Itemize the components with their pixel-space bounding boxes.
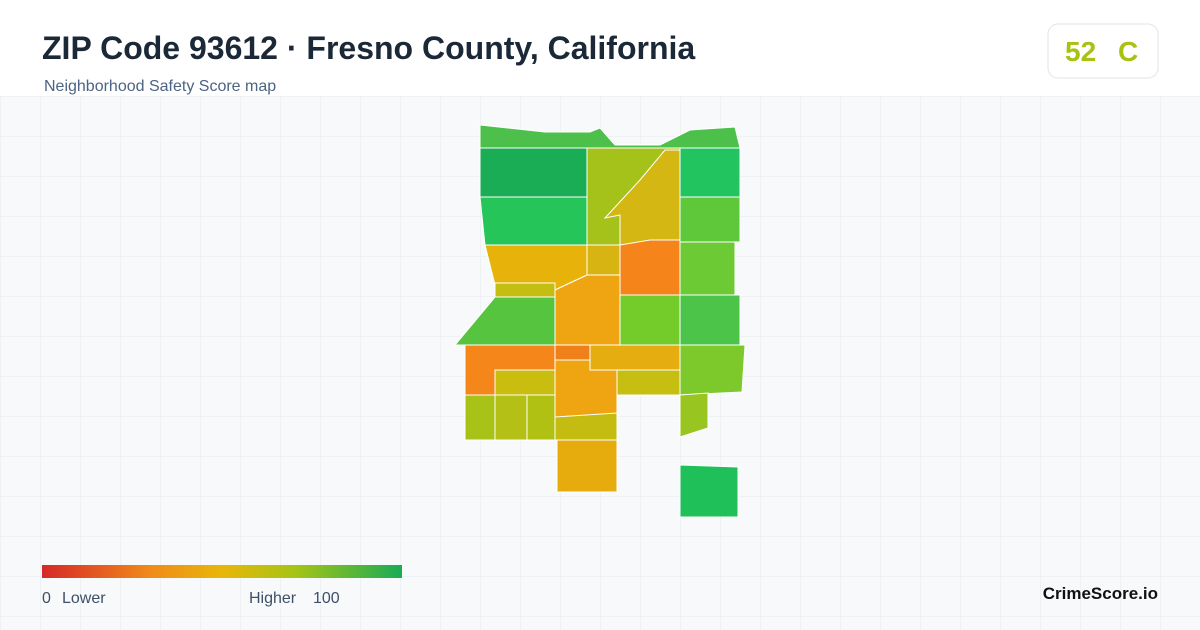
neighborhood <box>679 464 739 518</box>
score: 52 <box>1065 36 1096 67</box>
neighborhood <box>554 274 621 346</box>
neighborhood <box>619 294 681 346</box>
legend-min-label: Lower <box>62 590 106 607</box>
header-bg <box>0 0 1200 96</box>
subtitle: Neighborhood Safety Score map <box>44 78 276 95</box>
neighborhood <box>616 369 681 396</box>
brand: CrimeScore.io <box>1043 584 1158 603</box>
neighborhood <box>494 394 528 441</box>
neighborhood <box>586 244 621 276</box>
neighborhood <box>589 344 681 371</box>
neighborhood <box>479 196 588 246</box>
neighborhood <box>494 369 556 396</box>
neighborhood <box>679 392 709 438</box>
neighborhood <box>554 412 618 441</box>
neighborhood <box>679 294 741 346</box>
legend-max-label: Higher <box>249 590 297 607</box>
neighborhood <box>679 344 746 396</box>
zip-map <box>453 124 746 518</box>
score-badge <box>1047 23 1159 79</box>
legend-min: 0 <box>42 590 51 607</box>
legend-max: 100 <box>313 590 340 607</box>
title: ZIP Code 93612 · Fresno County, Californ… <box>42 30 695 66</box>
neighborhood <box>619 239 681 296</box>
neighborhood <box>464 394 496 441</box>
neighborhood <box>494 282 556 298</box>
neighborhood <box>556 439 618 493</box>
neighborhood <box>679 147 741 198</box>
neighborhood <box>679 241 736 296</box>
neighborhood <box>479 147 588 198</box>
grade: C <box>1118 36 1138 67</box>
legend-gradient <box>42 565 402 578</box>
neighborhood <box>526 394 556 441</box>
neighborhood <box>554 344 591 361</box>
neighborhood <box>679 196 741 243</box>
